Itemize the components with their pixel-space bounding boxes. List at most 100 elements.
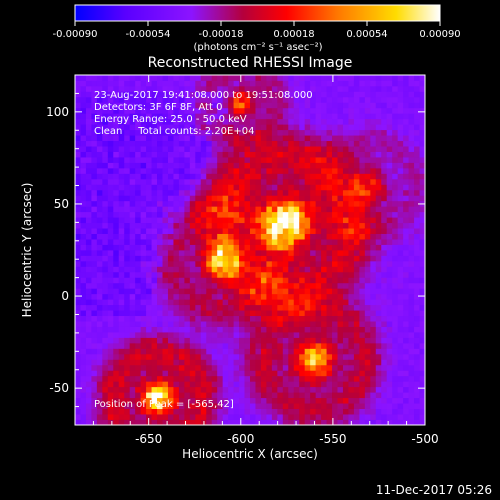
heatmap-cell [102,332,109,338]
heatmap-cell [408,96,415,103]
heatmap-cell [255,255,262,262]
heatmap-cell [173,337,180,344]
heatmap-cell [386,364,393,371]
heatmap-cell [173,408,180,415]
heatmap-cell [250,282,256,289]
heatmap-cell [102,310,109,317]
heatmap-cell [124,206,131,213]
heatmap-cell [321,91,327,98]
heatmap-cell [124,146,131,152]
heatmap-cell [167,178,174,185]
heatmap-cell [85,75,92,81]
heatmap-cell [277,222,284,229]
heatmap-cell [375,299,382,306]
heatmap-cell [239,342,245,349]
heatmap-cell [397,124,404,131]
heatmap-cell [353,135,360,142]
heatmap-cell [217,228,224,234]
heatmap-cell [80,140,87,147]
heatmap-cell [397,228,404,234]
heatmap-cell [375,419,382,425]
heatmap-cell [189,288,196,295]
heatmap-cell [408,91,415,98]
heatmap-cell [288,85,295,92]
heatmap-cell [151,113,158,120]
heatmap-cell [157,266,163,273]
heatmap-cell [157,293,163,300]
heatmap-cell [375,118,382,125]
heatmap-cell [397,337,404,344]
heatmap-cell [419,91,425,98]
heatmap-cell [386,342,393,349]
heatmap-cell [146,310,152,317]
heatmap-cell [375,151,382,158]
heatmap-cell [91,282,98,289]
heatmap-cell [397,299,404,306]
heatmap-cell [310,96,317,103]
heatmap-cell [244,386,251,393]
heatmap-cell [157,250,163,256]
heatmap-cell [271,233,278,240]
heatmap-cell [217,332,224,338]
heatmap-cell [178,189,185,196]
heatmap-cell [91,310,98,317]
heatmap-cell [293,233,300,240]
heatmap-cell [124,239,131,245]
heatmap-cell [91,353,98,360]
heatmap-cell [135,200,142,207]
heatmap-cell [288,129,295,136]
heatmap-cell [348,222,355,229]
heatmap-cell [337,337,344,344]
heatmap-cell [392,386,399,393]
heatmap-cell [288,135,295,142]
heatmap-cell [222,140,229,147]
heatmap-cell [102,85,109,92]
heatmap-cell [353,173,360,180]
heatmap-cell [239,392,245,399]
heatmap-cell [206,96,213,103]
heatmap-cell [135,255,142,262]
heatmap-cell [206,146,213,152]
heatmap-cell [200,162,207,169]
heatmap-cell [80,288,87,295]
heatmap-cell [129,348,136,355]
heatmap-cell [348,381,355,388]
heatmap-cell [397,408,404,415]
heatmap-cell [260,75,267,81]
heatmap-cell [250,310,256,317]
heatmap-cell [397,293,404,300]
heatmap-cell [102,381,109,388]
heatmap-cell [250,96,256,103]
heatmap-cell [189,206,196,213]
heatmap-cell [124,113,131,120]
heatmap-cell [217,146,224,152]
heatmap-cell [260,282,267,289]
heatmap-cell [255,266,262,273]
heatmap-cell [326,217,333,224]
heatmap-cell [173,107,180,114]
heatmap-cell [419,162,425,169]
heatmap-cell [140,75,147,81]
heatmap-cell [217,85,224,92]
heatmap-cell [293,414,300,420]
heatmap-cell [135,113,142,120]
heatmap-cell [206,75,213,81]
heatmap-cell [146,244,152,251]
heatmap-cell [167,381,174,388]
heatmap-cell [91,299,98,306]
heatmap-cell [189,370,196,377]
heatmap-cell [337,359,344,366]
heatmap-cell [364,342,371,349]
heatmap-cell [332,211,338,218]
heatmap-cell [271,397,278,404]
heatmap-cell [189,293,196,300]
heatmap-cell [206,217,213,224]
heatmap-cell [397,364,404,371]
heatmap-cell [299,151,306,158]
heatmap-cell [348,157,355,163]
heatmap-cell [419,129,425,136]
heatmap-cell [375,375,382,382]
heatmap-cell [397,96,404,103]
heatmap-cell [107,96,114,103]
heatmap-cell [353,310,360,317]
